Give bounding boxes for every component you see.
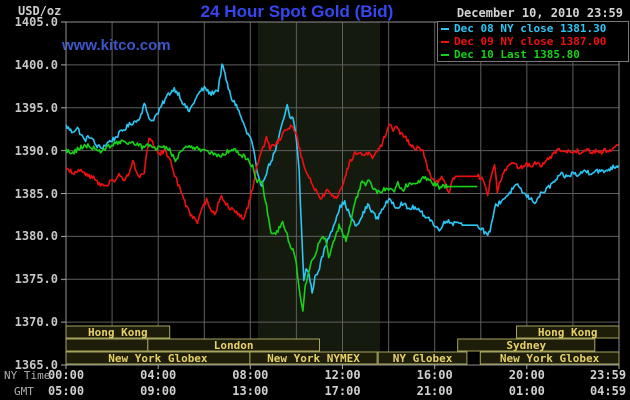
x-axis-tick-label: 08:00 [232, 368, 269, 382]
legend-label: Dec 10 Last 1385.80 [454, 48, 580, 61]
legend-item-dec08: Dec 08 NY close 1381.30 [438, 22, 628, 35]
x-axis-tick-label: 05:00 [47, 384, 85, 398]
x-axis-tick-label: 01:00 [508, 384, 545, 398]
ny-time-caption: NY Time [4, 369, 51, 382]
y-axis-tick-label: 1405.0 [14, 15, 58, 29]
session-box [65, 325, 171, 339]
session-box [516, 325, 620, 339]
session-label: New York Globex [500, 352, 600, 365]
session-label: New York Globex [108, 352, 208, 365]
session-label: Hong Kong [538, 326, 598, 339]
gmt-caption: GMT [14, 385, 34, 398]
session-box [249, 351, 378, 365]
session-label: New York NYMEX [267, 352, 360, 365]
legend-dash-icon [441, 40, 449, 43]
legend-item-dec09: Dec 09 NY close 1387.00 [438, 35, 628, 48]
x-axis-tick-label: 00:00 [47, 368, 85, 382]
x-axis-tick-label: 04:00 [140, 368, 177, 382]
session-box [377, 351, 468, 365]
timestamp: December 10, 2010 23:59 [456, 6, 623, 20]
legend-dash-icon [441, 53, 449, 56]
y-axis-tick-label: 1365.0 [14, 358, 58, 372]
session-label: NY Globex [393, 352, 453, 365]
y-axis-tick-label: 1375.0 [14, 272, 58, 287]
session-label: Sydney [506, 339, 546, 352]
x-axis-tick-label: 16:00 [416, 368, 453, 382]
session-box [147, 338, 320, 352]
unit-label: USD/oz [18, 4, 62, 18]
session-box [457, 338, 596, 352]
y-axis-tick-label: 1400.0 [14, 57, 58, 72]
page-title: 24 Hour Spot Gold (Bid) [200, 2, 394, 21]
y-axis-tick-label: 1380.0 [14, 229, 58, 244]
kitco-watermark: www.kitco.com [62, 37, 171, 54]
series-line-dec-09 [65, 123, 619, 225]
x-axis-labels-gmt: 05:00 09:00 13:00 17:00 21:00 01:00 04:59 [0, 384, 630, 398]
y-axis-labels: 1405.0 1400.0 1395.0 1390.0 1385.0 1380.0 1375… [0, 0, 58, 400]
series-line-dec-10 [65, 139, 478, 312]
session-box [65, 338, 149, 352]
legend-dash-icon [441, 27, 449, 30]
x-axis-tick-label: 23:59 [589, 368, 627, 382]
session-box [479, 351, 620, 365]
session-label: London [214, 339, 254, 352]
session-label: Hong Kong [88, 326, 148, 339]
y-axis-tick-label: 1370.0 [14, 315, 58, 330]
x-axis-tick-label: 20:00 [508, 368, 545, 382]
y-axis-tick-label: 1390.0 [14, 143, 58, 158]
x-axis-tick-label: 12:00 [324, 368, 361, 382]
x-axis-tick-label: 21:00 [416, 384, 453, 398]
legend-label: Dec 08 NY close 1381.30 [454, 22, 607, 35]
y-axis-tick-label: 1385.0 [14, 186, 58, 201]
x-axis-tick-label: 09:00 [140, 384, 177, 398]
legend-item-dec10: Dec 10 Last 1385.80 [438, 48, 628, 61]
x-axis-tick-label: 13:00 [232, 384, 269, 398]
x-axis-tick-label: 04:59 [589, 384, 627, 398]
chart-legend: Dec 08 NY close 1381.30 Dec 09 NY close … [437, 21, 629, 62]
x-axis-tick-label: 17:00 [324, 384, 361, 398]
legend-label: Dec 09 NY close 1387.00 [454, 35, 607, 48]
y-axis-tick-label: 1395.0 [14, 100, 58, 115]
series-line-dec-08 [65, 63, 620, 294]
x-axis-labels-ny: 00:00 04:00 08:00 12:00 16:00 20:00 23:59 [0, 368, 630, 382]
